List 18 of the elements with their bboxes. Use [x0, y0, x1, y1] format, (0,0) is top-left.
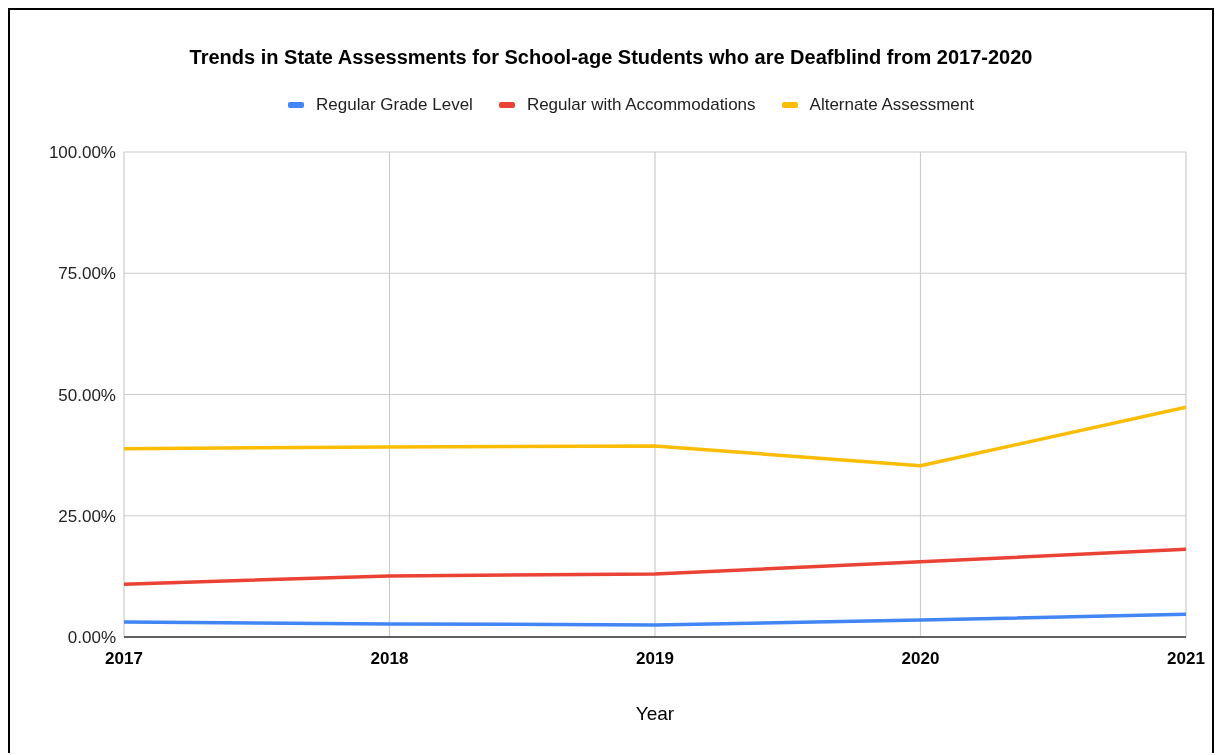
line-series — [124, 547, 1186, 586]
y-tick-label: 0.00% — [67, 628, 116, 648]
legend-label: Regular Grade Level — [316, 95, 473, 115]
legend-label: Alternate Assessment — [809, 95, 974, 115]
x-tick-label: 2019 — [636, 649, 674, 669]
x-tick-label: 2020 — [901, 649, 940, 669]
y-tick-label: 75.00% — [58, 264, 116, 284]
x-tick-label: 2018 — [370, 649, 409, 669]
x-axis-title: Year — [635, 703, 675, 724]
y-tick-label: 25.00% — [58, 506, 116, 526]
legend-label: Regular with Accommodations — [526, 95, 756, 115]
y-tick-label: 50.00% — [58, 385, 116, 405]
chart-title: Trends in State Assessments for School-age Students who are Deafblind from 2017-2020 — [188, 46, 1034, 69]
y-tick-label: 100.00% — [48, 143, 116, 163]
x-tick-label: 2017 — [105, 649, 143, 669]
line-series — [124, 612, 1186, 627]
x-tick-label: 2021 — [1167, 649, 1205, 669]
line-series — [124, 405, 1186, 468]
